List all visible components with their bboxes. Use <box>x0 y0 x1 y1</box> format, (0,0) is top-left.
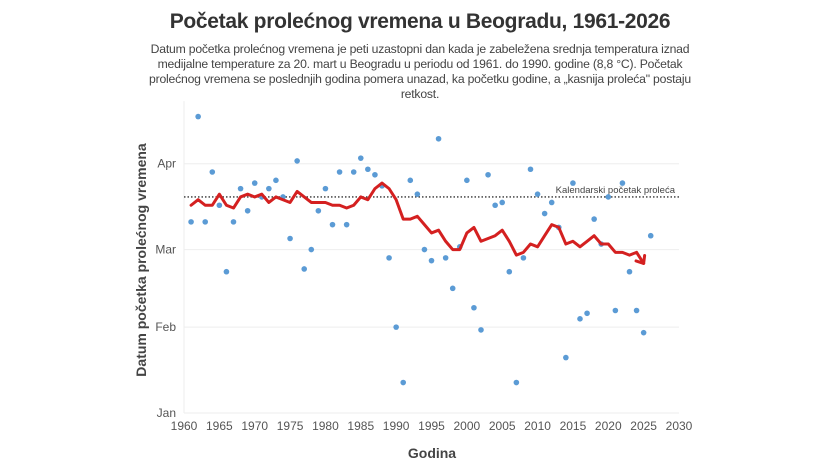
data-point <box>421 246 428 253</box>
data-point <box>563 354 569 361</box>
data-point <box>301 266 308 272</box>
data-point <box>591 216 597 222</box>
data-point <box>329 221 336 228</box>
data-point <box>577 316 583 322</box>
data-point <box>273 177 279 184</box>
x-tick-label: 1985 <box>347 419 374 433</box>
data-point <box>449 285 456 292</box>
data-point <box>626 268 633 275</box>
chart-subtitle: Datum početka prolećnog vremena je peti … <box>149 42 691 101</box>
trend-line-group <box>189 181 647 265</box>
x-tick-label: 2030 <box>666 419 693 433</box>
data-point <box>414 191 421 197</box>
reference-line-label: Kalendarski početak proleća <box>556 185 676 196</box>
data-point <box>386 255 392 261</box>
data-point <box>237 185 244 192</box>
data-point <box>442 255 449 261</box>
x-tick-label: 1990 <box>383 419 410 433</box>
x-tick-label: 2010 <box>524 419 551 433</box>
x-tick-label: 1975 <box>277 419 304 433</box>
data-point <box>647 232 654 239</box>
data-point <box>202 219 209 225</box>
data-point <box>612 307 619 314</box>
x-tick-label: 2015 <box>560 419 587 433</box>
data-point <box>357 155 364 161</box>
data-point <box>570 180 576 186</box>
data-point <box>541 210 548 217</box>
data-point <box>251 180 258 186</box>
data-point <box>393 324 399 330</box>
data-point <box>471 304 477 311</box>
data-point <box>372 171 378 178</box>
data-point <box>464 177 470 184</box>
data-point <box>478 327 484 333</box>
data-point <box>520 255 527 261</box>
data-point <box>499 199 506 206</box>
trend-line <box>189 181 646 265</box>
data-point <box>336 169 343 175</box>
x-tick-label: 1970 <box>241 419 268 433</box>
data-point <box>400 379 407 386</box>
data-point <box>244 207 251 214</box>
data-point <box>605 194 612 200</box>
x-tick-label: 1965 <box>206 419 233 433</box>
data-point <box>195 113 201 120</box>
x-axis-label: Godina <box>408 445 456 461</box>
data-point <box>350 169 357 175</box>
chart-title: Početak prolećnog vremena u Beogradu, 19… <box>169 10 671 33</box>
x-axis-ticks: 1960 1965 1970 1975 1980 1985 1990 1995 2000 2005… <box>171 419 693 433</box>
data-point <box>308 246 315 253</box>
data-point <box>534 191 541 197</box>
data-point <box>428 257 435 264</box>
data-point <box>492 202 498 209</box>
y-tick-label: Apr <box>157 157 176 171</box>
data-point <box>485 171 491 178</box>
data-point <box>343 221 350 228</box>
x-tick-label: 2005 <box>489 419 516 433</box>
data-point <box>216 202 223 209</box>
data-point <box>407 177 414 184</box>
y-tick-label: Mar <box>155 243 176 257</box>
data-point <box>287 235 293 242</box>
x-tick-label: 2000 <box>454 419 481 433</box>
data-point <box>506 268 513 275</box>
data-point <box>435 135 442 142</box>
data-point <box>513 379 520 386</box>
x-tick-label: 1980 <box>312 419 339 433</box>
data-point <box>365 166 371 173</box>
x-tick-label: 2020 <box>595 419 622 433</box>
data-point <box>322 185 329 192</box>
trend-arrowhead-icon <box>634 253 647 265</box>
data-point <box>640 329 647 336</box>
x-tick-label: 2025 <box>630 419 657 433</box>
data-point <box>230 219 237 225</box>
y-tick-label: Feb <box>155 320 176 334</box>
data-point <box>266 185 272 192</box>
data-point <box>527 166 534 173</box>
data-point <box>209 169 216 175</box>
grid <box>183 101 679 414</box>
data-point <box>188 219 194 225</box>
x-tick-label: 1995 <box>418 419 445 433</box>
y-tick-label: Jan <box>157 406 176 420</box>
x-tick-label: 1960 <box>171 419 198 433</box>
data-point <box>294 158 300 164</box>
y-axis-label: Datum početka prolećnog vremena <box>133 143 149 377</box>
data-point <box>223 268 230 275</box>
y-axis-ticks: Jan Feb Mar Apr <box>155 157 176 420</box>
data-point <box>584 310 590 317</box>
data-point <box>633 307 640 314</box>
data-point <box>315 207 322 214</box>
data-point <box>548 199 555 206</box>
data-point <box>619 180 626 186</box>
